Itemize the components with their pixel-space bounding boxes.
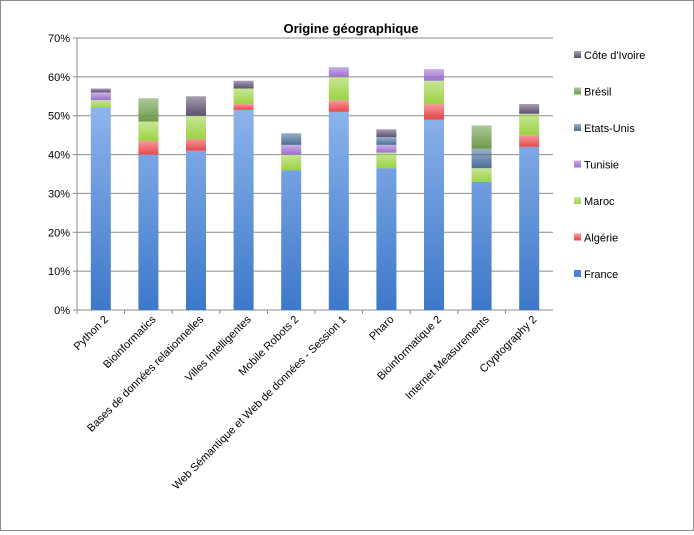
legend-item-tunisie: Tunisie (574, 160, 619, 172)
legend-swatch (574, 87, 581, 95)
bar-segment-cote-d-ivoire-pharo (376, 129, 397, 138)
legend-item-maroc: Maroc (574, 196, 615, 208)
bar-segment-algerie-bioinformatique-2 (424, 104, 444, 120)
bar-segment-cote-d-ivoire-cryptography-2 (519, 104, 540, 114)
bar-segment-maroc-bases-de-donnees-relationnelles (186, 115, 206, 140)
bar-segment-cote-d-ivoire-python-2 (90, 88, 111, 93)
legend-label: Brésil (584, 87, 612, 99)
legend-label: Tunisie (584, 160, 619, 172)
bar-segment-maroc-bioinformatics (138, 121, 159, 141)
bar-segment-tunisie-web-semantique-et-web-de-donnees-session-1 (328, 67, 349, 77)
legend-swatch (574, 51, 581, 58)
x-tick-label: Pharo (367, 314, 396, 343)
bar-segment-bresil-bioinformatics (138, 98, 159, 122)
bar-segment-etats-unis-mobile-robots-2 (281, 133, 302, 145)
legend-item-bresil: Brésil (574, 87, 612, 99)
legend-label: Maroc (584, 196, 615, 208)
legend-swatch (574, 233, 581, 241)
bar-segment-cote-d-ivoire-villes-intelligentes (233, 80, 254, 89)
bar-segment-france-internet-measurements (471, 181, 492, 310)
x-tick-label: Internet Measurements (403, 313, 492, 402)
y-tick-label: 70% (48, 33, 70, 45)
y-tick-label: 60% (48, 72, 70, 84)
bar-segment-france-cryptography-2 (519, 146, 540, 310)
bar-segment-algerie-web-semantique-et-web-de-donnees-session-1 (328, 100, 349, 112)
bar-segment-france-villes-intelligentes (233, 109, 254, 310)
bar-segment-etats-unis-internet-measurements (471, 148, 492, 169)
bar-segment-maroc-internet-measurements (471, 168, 492, 182)
bar-segment-france-web-semantique-et-web-de-donnees-session-1 (328, 111, 349, 310)
legend-label: Etats-Unis (584, 123, 635, 135)
bar-segment-algerie-cryptography-2 (519, 135, 540, 147)
bar-segment-algerie-bases-de-donnees-relationnelles (186, 139, 206, 151)
bar-segment-france-pharo (376, 168, 397, 310)
bar-segment-algerie-bioinformatics (138, 140, 159, 155)
bar-segment-cote-d-ivoire-bases-de-donnees-relationnelles (186, 96, 206, 116)
bar-segment-france-bioinformatics (138, 154, 159, 310)
legend-swatch (574, 160, 581, 168)
bar-segment-maroc-cryptography-2 (519, 113, 540, 136)
legend-label: France (584, 269, 618, 281)
legend: Côte d'Ivoire Brésil Etats-Unis Tunisie Maro… (574, 50, 645, 281)
chart-title: Origine géographique (283, 21, 418, 36)
y-tick-label: 10% (48, 266, 70, 278)
bar-segment-bresil-internet-measurements (471, 125, 492, 149)
legend-item-france: France (574, 269, 618, 281)
legend-swatch (574, 124, 581, 131)
bar-segment-tunisie-python-2 (90, 92, 111, 101)
bar-segment-maroc-pharo (376, 152, 397, 169)
bar-segment-france-bases-de-donnees-relationnelles (186, 150, 206, 310)
bar-segment-france-bioinformatique-2 (424, 119, 444, 310)
y-tick-label: 40% (48, 150, 70, 162)
y-tick-label: 20% (48, 227, 70, 239)
bar-segment-maroc-python-2 (90, 100, 111, 108)
y-tick-label: 50% (48, 111, 70, 123)
y-tick-label: 30% (48, 188, 70, 200)
bar-segment-maroc-bioinformatique-2 (424, 80, 444, 105)
legend-item-cote-d-ivoire: Côte d'Ivoire (574, 50, 645, 62)
x-tick-label: Python 2 (72, 314, 111, 353)
x-tick-label: Web Sémantique et Web de données - Sessi… (170, 314, 349, 493)
legend-item-etats-unis: Etats-Unis (574, 123, 635, 135)
y-tick-label: 0% (54, 305, 70, 317)
legend-label: Côte d'Ivoire (584, 50, 645, 62)
bar-segment-tunisie-mobile-robots-2 (281, 144, 302, 155)
legend-item-algerie: Algérie (574, 233, 618, 245)
bar-segment-algerie-villes-intelligentes (233, 104, 254, 110)
bar-segment-tunisie-pharo (376, 144, 397, 153)
bar-segment-maroc-villes-intelligentes (233, 88, 254, 105)
bar-segment-france-python-2 (90, 107, 111, 310)
bar-segment-etats-unis-pharo (376, 137, 397, 145)
bar-segment-maroc-mobile-robots-2 (281, 154, 302, 171)
bars (90, 67, 540, 310)
legend-swatch (574, 270, 581, 277)
legend-swatch (574, 197, 581, 204)
bar-segment-tunisie-bioinformatique-2 (424, 69, 444, 81)
bar-segment-france-mobile-robots-2 (281, 170, 302, 310)
bar-segment-maroc-web-semantique-et-web-de-donnees-session-1 (328, 76, 349, 101)
legend-label: Algérie (584, 233, 618, 245)
